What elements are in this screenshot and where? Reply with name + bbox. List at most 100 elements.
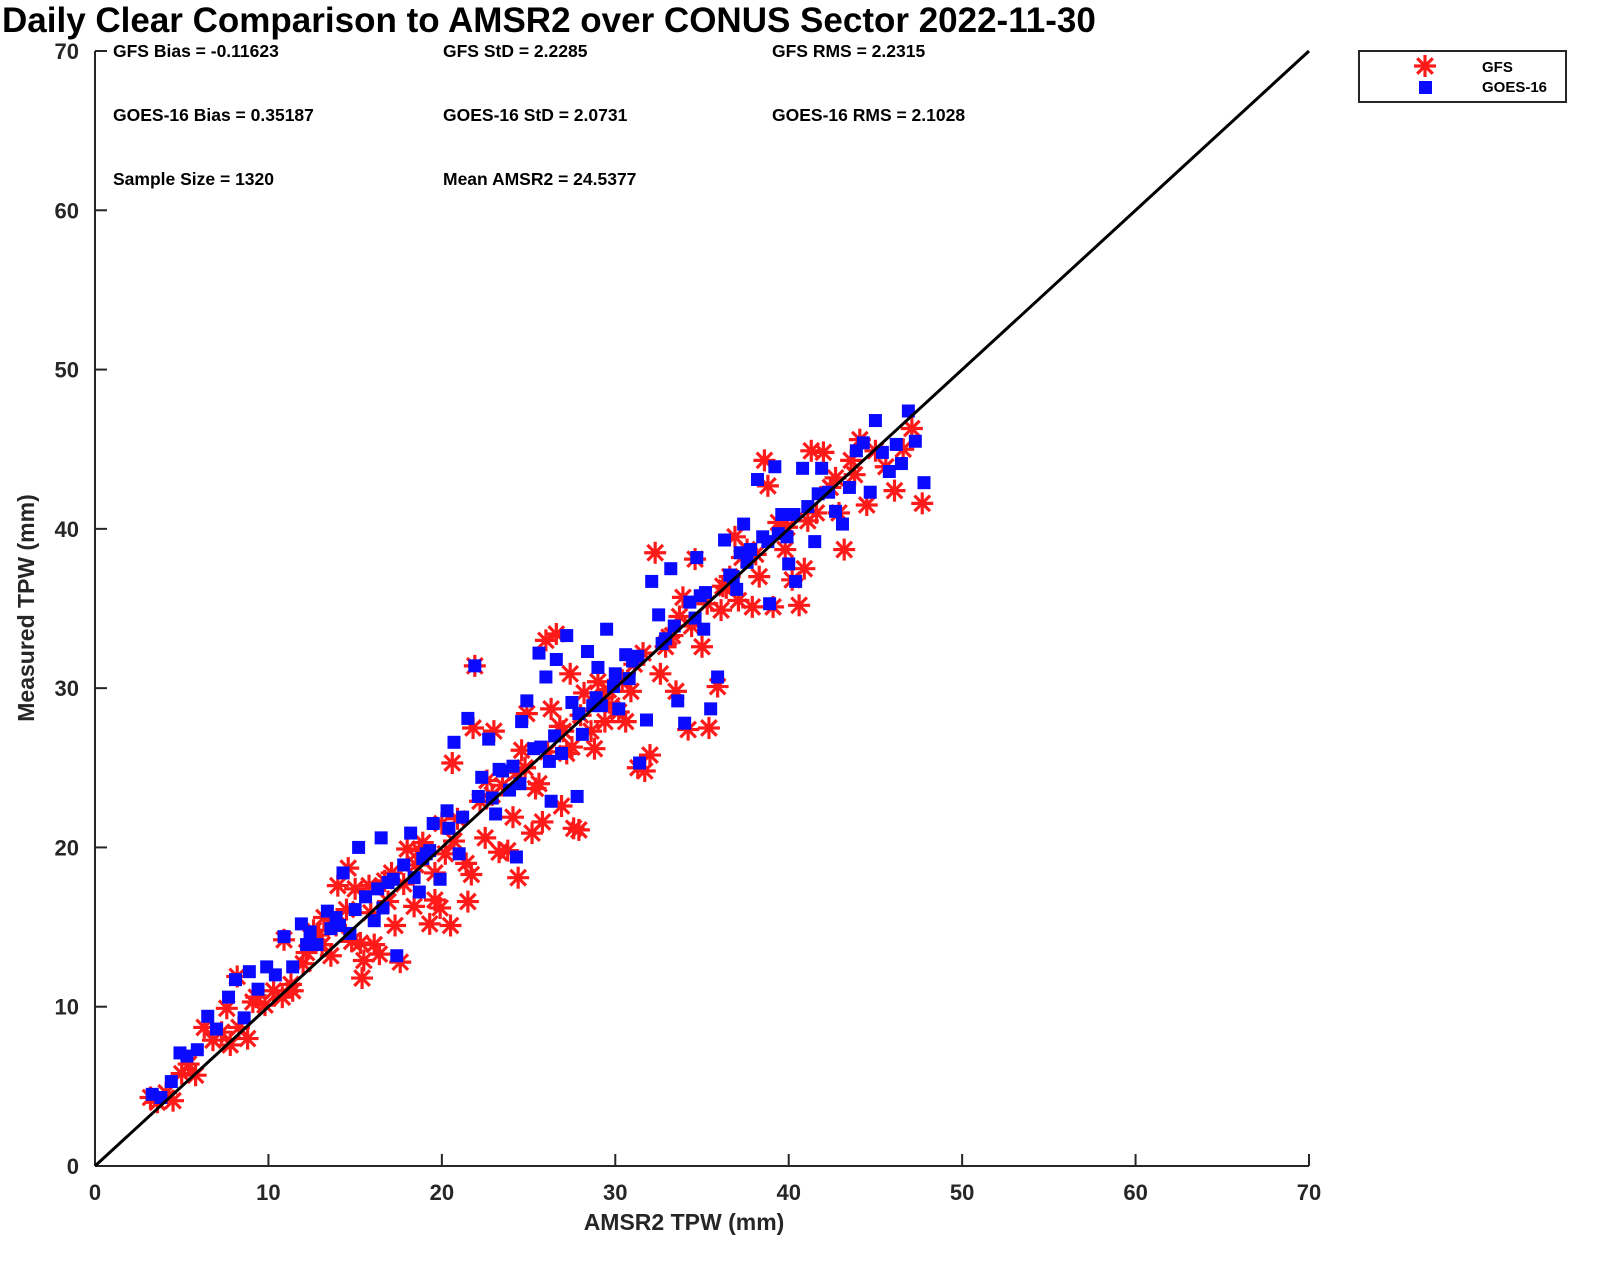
x-axis-ticks: 0 10 20 30 40 50 60 70 [89, 1154, 1321, 1205]
goes-16-point [300, 938, 314, 952]
gfs-point [793, 557, 816, 580]
gfs-point [474, 826, 497, 849]
goes-16-point [442, 821, 456, 835]
x-tick-label: 70 [1297, 1180, 1321, 1205]
stat-goes-bias: GOES-16 Bias = 0.35187 [113, 105, 314, 125]
goes-16-point [209, 1022, 223, 1036]
goes-16-point [733, 546, 747, 560]
gfs-point [614, 710, 637, 733]
stat-goes-std: GOES-16 StD = 2.0731 [443, 105, 628, 125]
gfs-point [271, 986, 294, 1009]
goes-16-point [412, 885, 426, 899]
goes-16-point [539, 670, 553, 684]
goes-16-point [544, 794, 558, 808]
goes-16-point [532, 646, 546, 660]
axes-frame [94, 51, 1309, 1167]
goes-16-point [222, 990, 236, 1004]
goes-16-point [164, 1075, 178, 1089]
goes-16-point [534, 740, 548, 754]
x-tick-label: 60 [1123, 1180, 1147, 1205]
goes-16-point [768, 460, 782, 474]
one-to-one-line [93, 49, 1311, 1168]
x-axis-label: AMSR2 TPW (mm) [584, 1209, 785, 1235]
goes-16-point [456, 810, 470, 824]
goes-16-point [775, 508, 789, 522]
gfs-point [583, 737, 606, 760]
goes-16-point [730, 582, 744, 596]
goes-16-point [201, 1009, 215, 1023]
chart-title: Daily Clear Comparison to AMSR2 over CON… [2, 1, 1096, 40]
goes-16-point [461, 711, 475, 725]
goes-16-point [608, 667, 622, 681]
goes-16-point [404, 826, 418, 840]
goes-16-point [612, 702, 626, 716]
gfs-point [748, 565, 771, 588]
goes-16-point [856, 436, 870, 450]
gfs-point [531, 810, 554, 833]
legend-goes-marker [1419, 81, 1432, 94]
gfs-point [418, 912, 441, 935]
gfs-point [691, 635, 713, 658]
gfs-point [911, 492, 934, 515]
gfs-point [219, 1033, 242, 1056]
goes-16-point [683, 595, 697, 609]
gfs-point [540, 697, 563, 720]
goes-16-point [704, 702, 718, 716]
gfs-point [423, 888, 446, 911]
goes-16-point [471, 789, 485, 803]
legend: GFS GOES-16 [1358, 50, 1567, 103]
gfs-point [774, 538, 797, 561]
stat-gfs-bias: GFS Bias = -0.11623 [113, 41, 279, 61]
goes-16-point [789, 574, 803, 588]
gfs-point [741, 595, 764, 618]
goes-16-point [560, 629, 574, 643]
gfs-point [788, 594, 811, 617]
gfs-point [456, 890, 479, 913]
goes-16-point [607, 680, 621, 694]
y-tick-label: 30 [55, 676, 79, 701]
goes-16-point [482, 732, 496, 746]
goes-16-point [447, 735, 461, 749]
goes-16-point [671, 694, 685, 708]
goes-16-point [744, 543, 758, 557]
goes-16-point [485, 791, 499, 805]
goes-16-point [286, 960, 300, 974]
gfs-point [403, 895, 426, 918]
goes-16-point [492, 762, 506, 776]
goes-16-point [433, 872, 447, 886]
goes-16-point [520, 694, 534, 708]
goes-16-point [750, 472, 764, 486]
goes-16-point [440, 804, 454, 818]
legend-box [1358, 50, 1567, 103]
y-axis-label: Measured TPW (mm) [13, 494, 39, 721]
stats-block: GFS Bias = -0.11623 GFS StD = 2.2285 GFS… [113, 41, 965, 189]
goes-16-point [397, 858, 411, 872]
goes-16-point [452, 847, 466, 861]
stat-gfs-std: GFS StD = 2.2285 [443, 41, 588, 61]
goes-16-point [868, 414, 882, 428]
goes-16-point [565, 695, 579, 709]
goes-16-point [371, 882, 385, 896]
y-tick-label: 10 [55, 995, 79, 1020]
goes-16-point [917, 476, 931, 490]
y-tick-label: 60 [55, 198, 79, 223]
goes-16-point [468, 659, 482, 673]
goes-16-point [875, 445, 889, 459]
x-tick-label: 10 [256, 1180, 280, 1205]
goes-16-point [570, 789, 584, 803]
goes-16-point [763, 597, 777, 611]
goes-16-point [718, 533, 732, 547]
gfs-point [236, 1027, 259, 1050]
goes-16-point [386, 872, 400, 886]
goes-16-point [664, 562, 678, 576]
goes-16-point [894, 457, 908, 471]
gfs-point [527, 772, 550, 795]
gfs-point [559, 662, 582, 685]
goes-16-point [737, 517, 751, 531]
legend-gfs-label: GFS [1482, 59, 1513, 76]
gfs-point [833, 538, 856, 561]
stat-sample-size: Sample Size = 1320 [113, 169, 274, 189]
goes-16-point [352, 840, 366, 854]
stat-mean-amsr2: Mean AMSR2 = 24.5377 [443, 169, 636, 189]
